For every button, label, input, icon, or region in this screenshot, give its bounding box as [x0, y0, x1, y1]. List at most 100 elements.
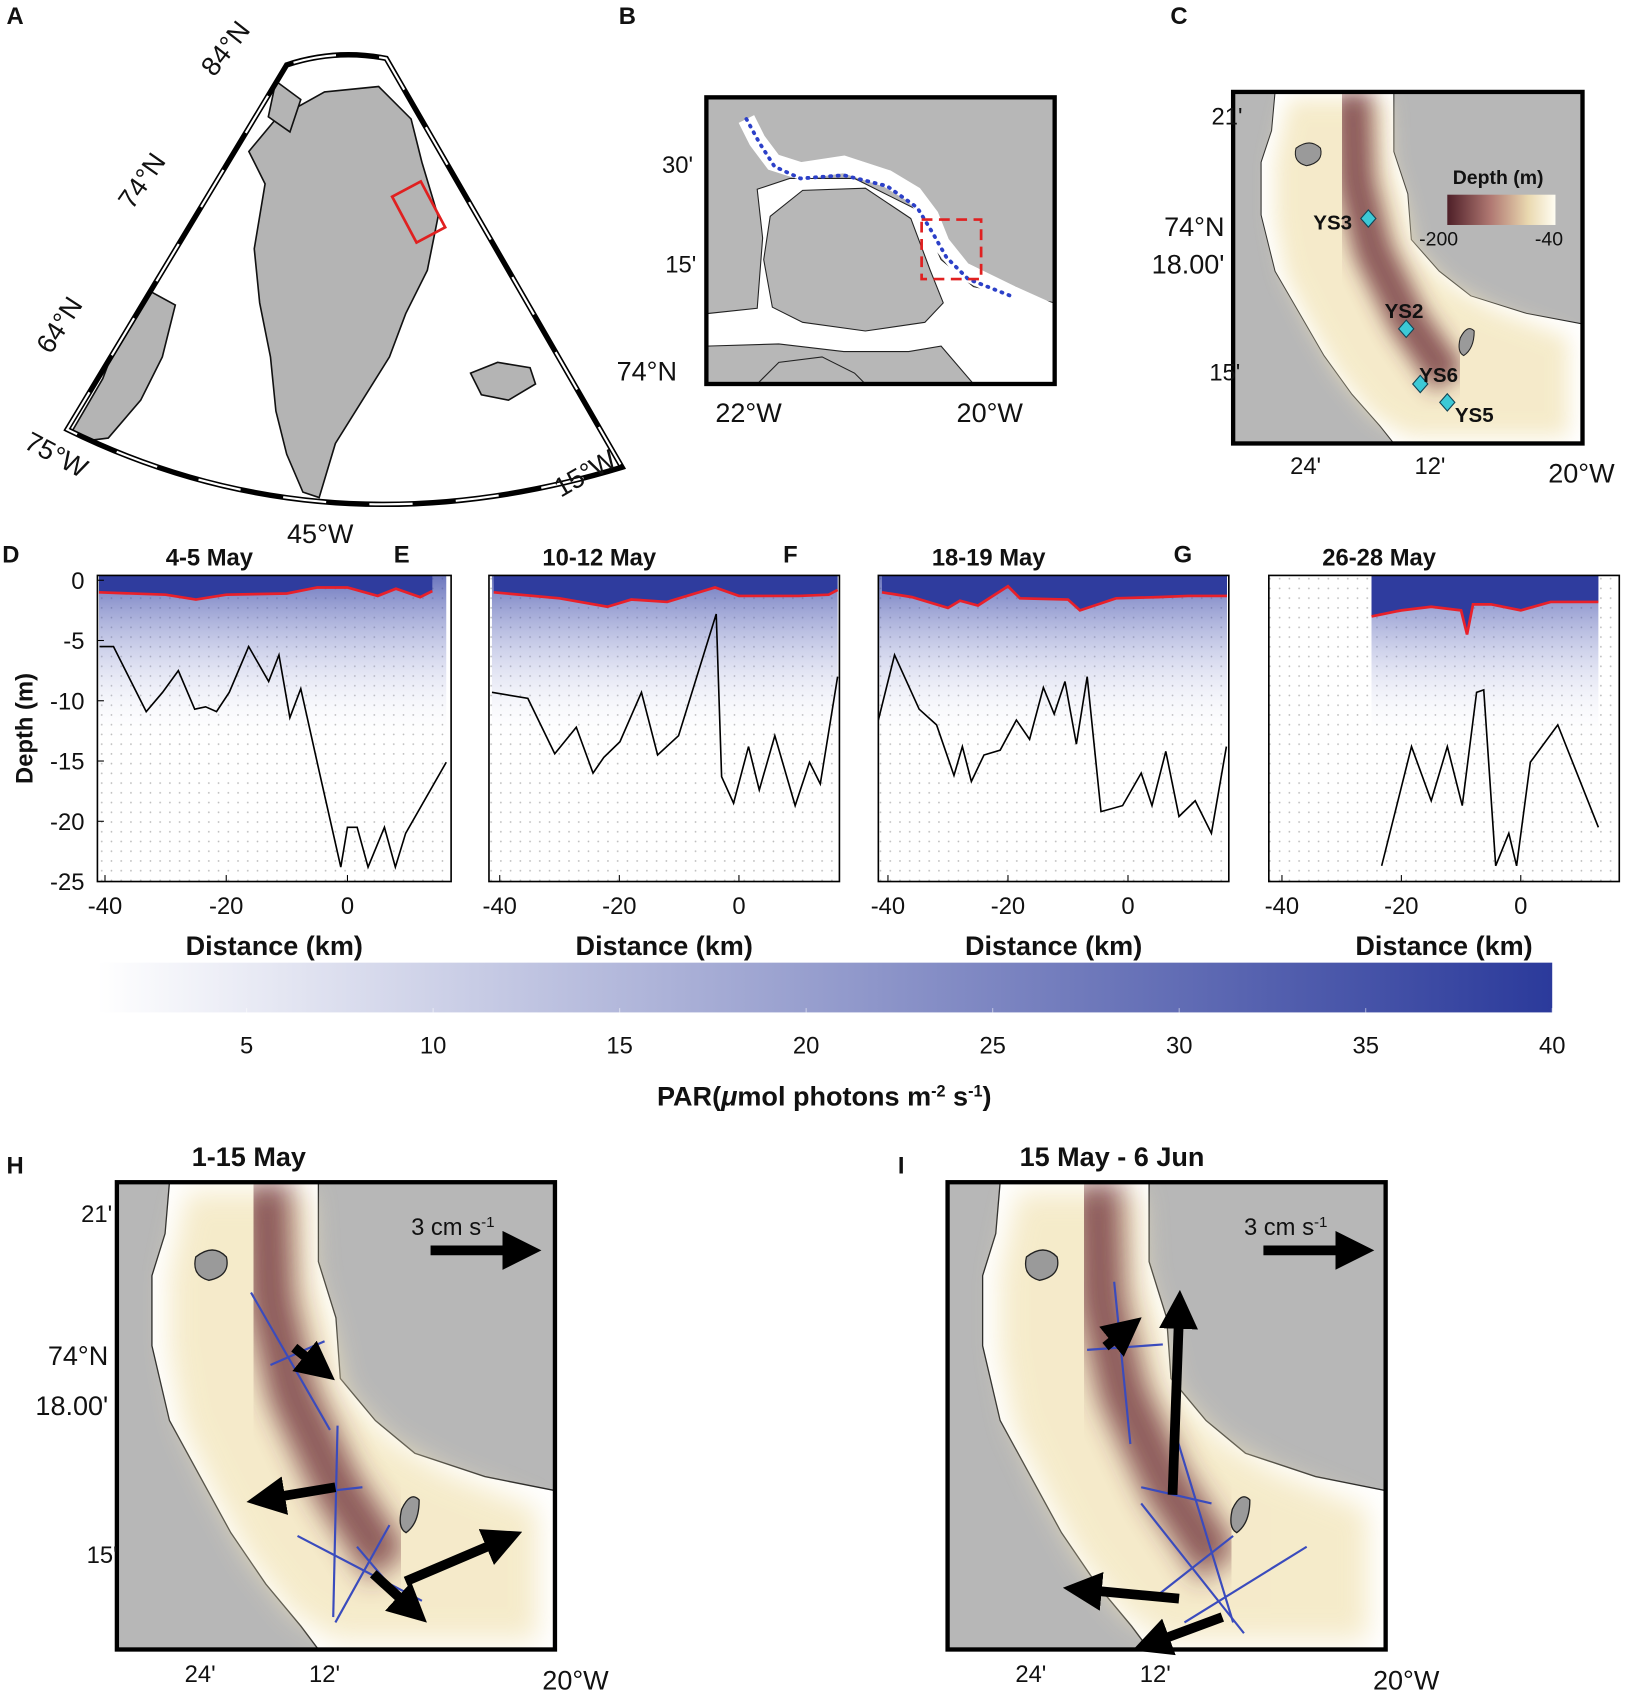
x-tick-label: -40	[871, 893, 905, 920]
lat-label: 15'	[87, 1542, 118, 1569]
depth-map	[1233, 92, 1582, 444]
current-arrows	[1062, 1230, 1375, 1656]
lon-label: 20°W	[1373, 1666, 1440, 1696]
panel-label: B	[619, 3, 636, 30]
x-axis-label: Distance (km)	[576, 931, 753, 961]
y-tick-label: -10	[50, 688, 84, 715]
panel-label: D	[2, 541, 19, 568]
scale-exponent: -1	[481, 1214, 494, 1231]
lon-label: 20°W	[542, 1666, 609, 1696]
panel-a: A 84°N 74°N 64°N 75°W 45°W 15°W	[7, 3, 627, 549]
station	[1411, 374, 1429, 394]
bottom-depth-line	[491, 613, 839, 809]
lat-label: 15'	[1209, 360, 1240, 387]
map-frame	[1230, 89, 1585, 446]
land	[67, 79, 537, 499]
colorbar-tick-label: 40	[1539, 1033, 1565, 1060]
lon-label: 24'	[1290, 453, 1321, 480]
lat-label: 84°N	[195, 16, 256, 82]
profile-chart: -40 -20 0 0 -5 -10 -15 -20 -25 D 4-5 May Distance (…	[2, 541, 452, 961]
y-axis-label: Depth (m)	[12, 673, 39, 784]
colorbar-tick-label: 5	[240, 1033, 253, 1060]
y-tick-label: -5	[63, 628, 84, 655]
scale-exponent: -1	[1314, 1214, 1327, 1231]
lon-label: 12'	[1140, 1661, 1171, 1688]
chart-title: 26-28 May	[1322, 545, 1436, 572]
legend-tick: -200	[1419, 229, 1458, 251]
par-shading	[1371, 575, 1599, 882]
panel-label: C	[1170, 3, 1187, 30]
panel-label: A	[7, 3, 24, 30]
high-par-band	[1371, 575, 1599, 635]
lat-label: 30'	[662, 152, 693, 179]
x-axis-label: Distance (km)	[1355, 931, 1532, 961]
map-frame	[704, 95, 1057, 387]
par-colorbar-group: PAR(μmol photons m-2 s-1) 5 10 15 20 25 30 35 4…	[97, 962, 1565, 1111]
colorbar	[97, 962, 1553, 1013]
profile-chart: -40 -20 0 E 10-12 May Distance (km)	[394, 541, 841, 961]
lon-label: 12'	[309, 1661, 340, 1688]
y-tick-label: 0	[71, 568, 84, 595]
scale-label: 3 cm s-1	[1244, 1214, 1327, 1242]
x-tick-label: 0	[732, 893, 745, 920]
colorbar-tick-label: 20	[793, 1033, 819, 1060]
lon-label: 20°W	[957, 398, 1024, 428]
lon-label: 20°W	[1548, 458, 1615, 488]
colorbar-tick-label: 30	[1166, 1033, 1192, 1060]
scale-text: 3 cm s	[411, 1214, 481, 1241]
x-tick-label: 0	[1514, 893, 1527, 920]
plot-frame	[1268, 574, 1621, 883]
depth-colorbar	[1447, 194, 1556, 225]
station	[1439, 392, 1456, 412]
par-boundary-line	[493, 586, 839, 609]
panel-title: 1-15 May	[192, 1142, 306, 1172]
label-exponent: -1	[968, 1082, 982, 1100]
y-tick-label: -25	[50, 869, 84, 896]
bottom-depth-line	[99, 644, 447, 870]
x-tick-label: 0	[341, 893, 354, 920]
legend-tick: -40	[1535, 229, 1563, 251]
panel-h: H 1-15 May 3 cm s-1 21' 74°N 18.00' 15' …	[7, 1142, 610, 1696]
panel-title: 15 May - 6 Jun	[1020, 1142, 1205, 1172]
x-tick-label: -20	[209, 893, 243, 920]
par-boundary-line	[98, 586, 433, 601]
chart-title: 18-19 May	[932, 545, 1046, 572]
panel-b: B 30' 15' 74°N 22°W 20°W	[617, 3, 1059, 428]
map-frame	[945, 1180, 1388, 1652]
lat-label: 74°N	[617, 357, 677, 387]
panel-label: E	[394, 541, 410, 568]
lon-label: 45°W	[287, 519, 354, 549]
bottom-depth-line	[878, 652, 1228, 836]
y-tick-label: -20	[50, 809, 84, 836]
profile-chart: -40 -20 0 G 26-28 May Distance (km)	[1174, 541, 1621, 961]
colorbar-tick-label: 35	[1352, 1033, 1378, 1060]
x-axis-label: Distance (km)	[965, 931, 1142, 961]
current-arrows	[246, 1230, 542, 1623]
chart-title: 4-5 May	[166, 545, 254, 572]
station-label: YS5	[1455, 404, 1494, 427]
par-shading	[491, 575, 838, 882]
profile-chart: -40 -20 0 F 18-19 May Distance (km)	[783, 541, 1230, 961]
x-tick-label: -20	[1384, 893, 1418, 920]
study-area-box	[390, 179, 448, 245]
lon-label: 24'	[185, 1661, 216, 1688]
lat-label: 74°N	[1164, 212, 1224, 242]
lat-label: 21'	[81, 1201, 112, 1228]
y-tick-label: -15	[50, 749, 84, 776]
lat-label: 64°N	[31, 291, 89, 358]
label-part: μ	[720, 1081, 737, 1111]
par-boundary-line	[881, 584, 1228, 612]
current-ellipses	[250, 1292, 423, 1623]
label-part: )	[983, 1081, 992, 1111]
label-part: mol photons m	[737, 1081, 931, 1111]
panel-label: H	[7, 1153, 24, 1180]
high-par-band	[493, 575, 838, 607]
panel-c: C Depth (m) -200 -40 YS3 YS2 YS6 YS5 21'…	[1152, 3, 1615, 489]
lat-label: 15'	[665, 252, 696, 279]
map-frame	[114, 1180, 558, 1652]
panel-label: G	[1174, 541, 1193, 568]
colorbar-tick-label: 10	[420, 1033, 446, 1060]
label-part: s	[946, 1081, 969, 1111]
chart-title: 10-12 May	[542, 545, 656, 572]
